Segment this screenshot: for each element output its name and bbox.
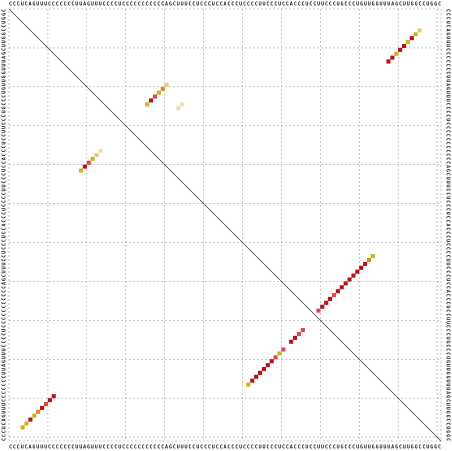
pair-dot [347, 277, 352, 282]
pair-dot [394, 51, 399, 56]
sequence-right: CCCUCAGUUUCCCCCCCUUAGUUUCCCCUCCCCCCCCCCC… [445, 9, 451, 441]
pair-dot [86, 160, 91, 165]
pair-dot [386, 59, 391, 64]
pair-dot [261, 366, 266, 372]
pair-dot [289, 339, 294, 344]
pair-dot [343, 281, 348, 286]
pair-dot [24, 421, 29, 426]
pair-dot [359, 265, 364, 270]
pair-dot [51, 394, 56, 399]
pair-dot [149, 98, 154, 103]
pair-dot [36, 409, 41, 414]
pair-dot [254, 374, 259, 379]
pair-dot [257, 370, 263, 375]
pair-dot [47, 398, 52, 403]
pair-dot [417, 28, 422, 33]
pair-dot [78, 168, 84, 173]
pair-dot [277, 351, 282, 356]
pair-dot [176, 106, 181, 111]
pair-dot [296, 331, 301, 337]
pair-dot [28, 417, 33, 422]
pair-dot [300, 328, 305, 333]
pair-dot [250, 378, 255, 383]
pair-dot [156, 90, 161, 95]
pair-dot [370, 254, 375, 259]
pair-dot [413, 32, 418, 37]
pair-dot [281, 347, 286, 352]
plot-frame [8, 8, 442, 442]
pair-dot [339, 285, 344, 290]
pair-dot [328, 296, 333, 301]
pair-dot [269, 359, 274, 364]
pair-dot [43, 401, 49, 407]
pair-dot [164, 82, 169, 87]
pair-dot [82, 164, 87, 169]
pair-dot [409, 36, 414, 41]
pair-dot [273, 355, 278, 360]
sequence-bottom: CCCUCAGUUUCCCCCCCUUAGUUUCCCCUCCCCCCCCCCC… [9, 445, 441, 451]
pair-dot [90, 156, 95, 161]
pair-dot [145, 102, 150, 107]
pair-dot [98, 149, 103, 154]
pair-dot [265, 363, 270, 368]
pair-dot [405, 40, 410, 45]
pair-dot [401, 43, 407, 49]
pair-dot [246, 382, 251, 387]
pair-dot [351, 273, 356, 278]
sequence-left: CCCUCAGUUUCCCCCCCUUAGUUUCCCCUCCCCCCCCCCC… [2, 9, 8, 441]
diagonal [8, 8, 442, 442]
sequence-top: CCCUCAGUUUCCCCCCCUUAGUUUCCCCUCCCCCCCCCCC… [9, 2, 441, 8]
pair-dot [160, 86, 165, 91]
pair-dot [32, 413, 37, 418]
pair-dot [366, 257, 372, 263]
pair-dot [20, 425, 25, 430]
pair-dot [293, 335, 298, 340]
pair-dot [335, 289, 340, 294]
pair-dot [398, 47, 403, 52]
pair-dot [331, 293, 337, 298]
pair-dot [40, 405, 45, 410]
pair-dot [324, 300, 329, 305]
pair-dot [180, 102, 185, 107]
pair-dot [363, 261, 368, 266]
pair-dot [152, 94, 157, 99]
pair-dot [390, 55, 395, 60]
pair-dot [316, 308, 321, 313]
pair-dot [320, 304, 325, 309]
pair-dot [355, 269, 360, 274]
pair-dot [94, 152, 99, 157]
